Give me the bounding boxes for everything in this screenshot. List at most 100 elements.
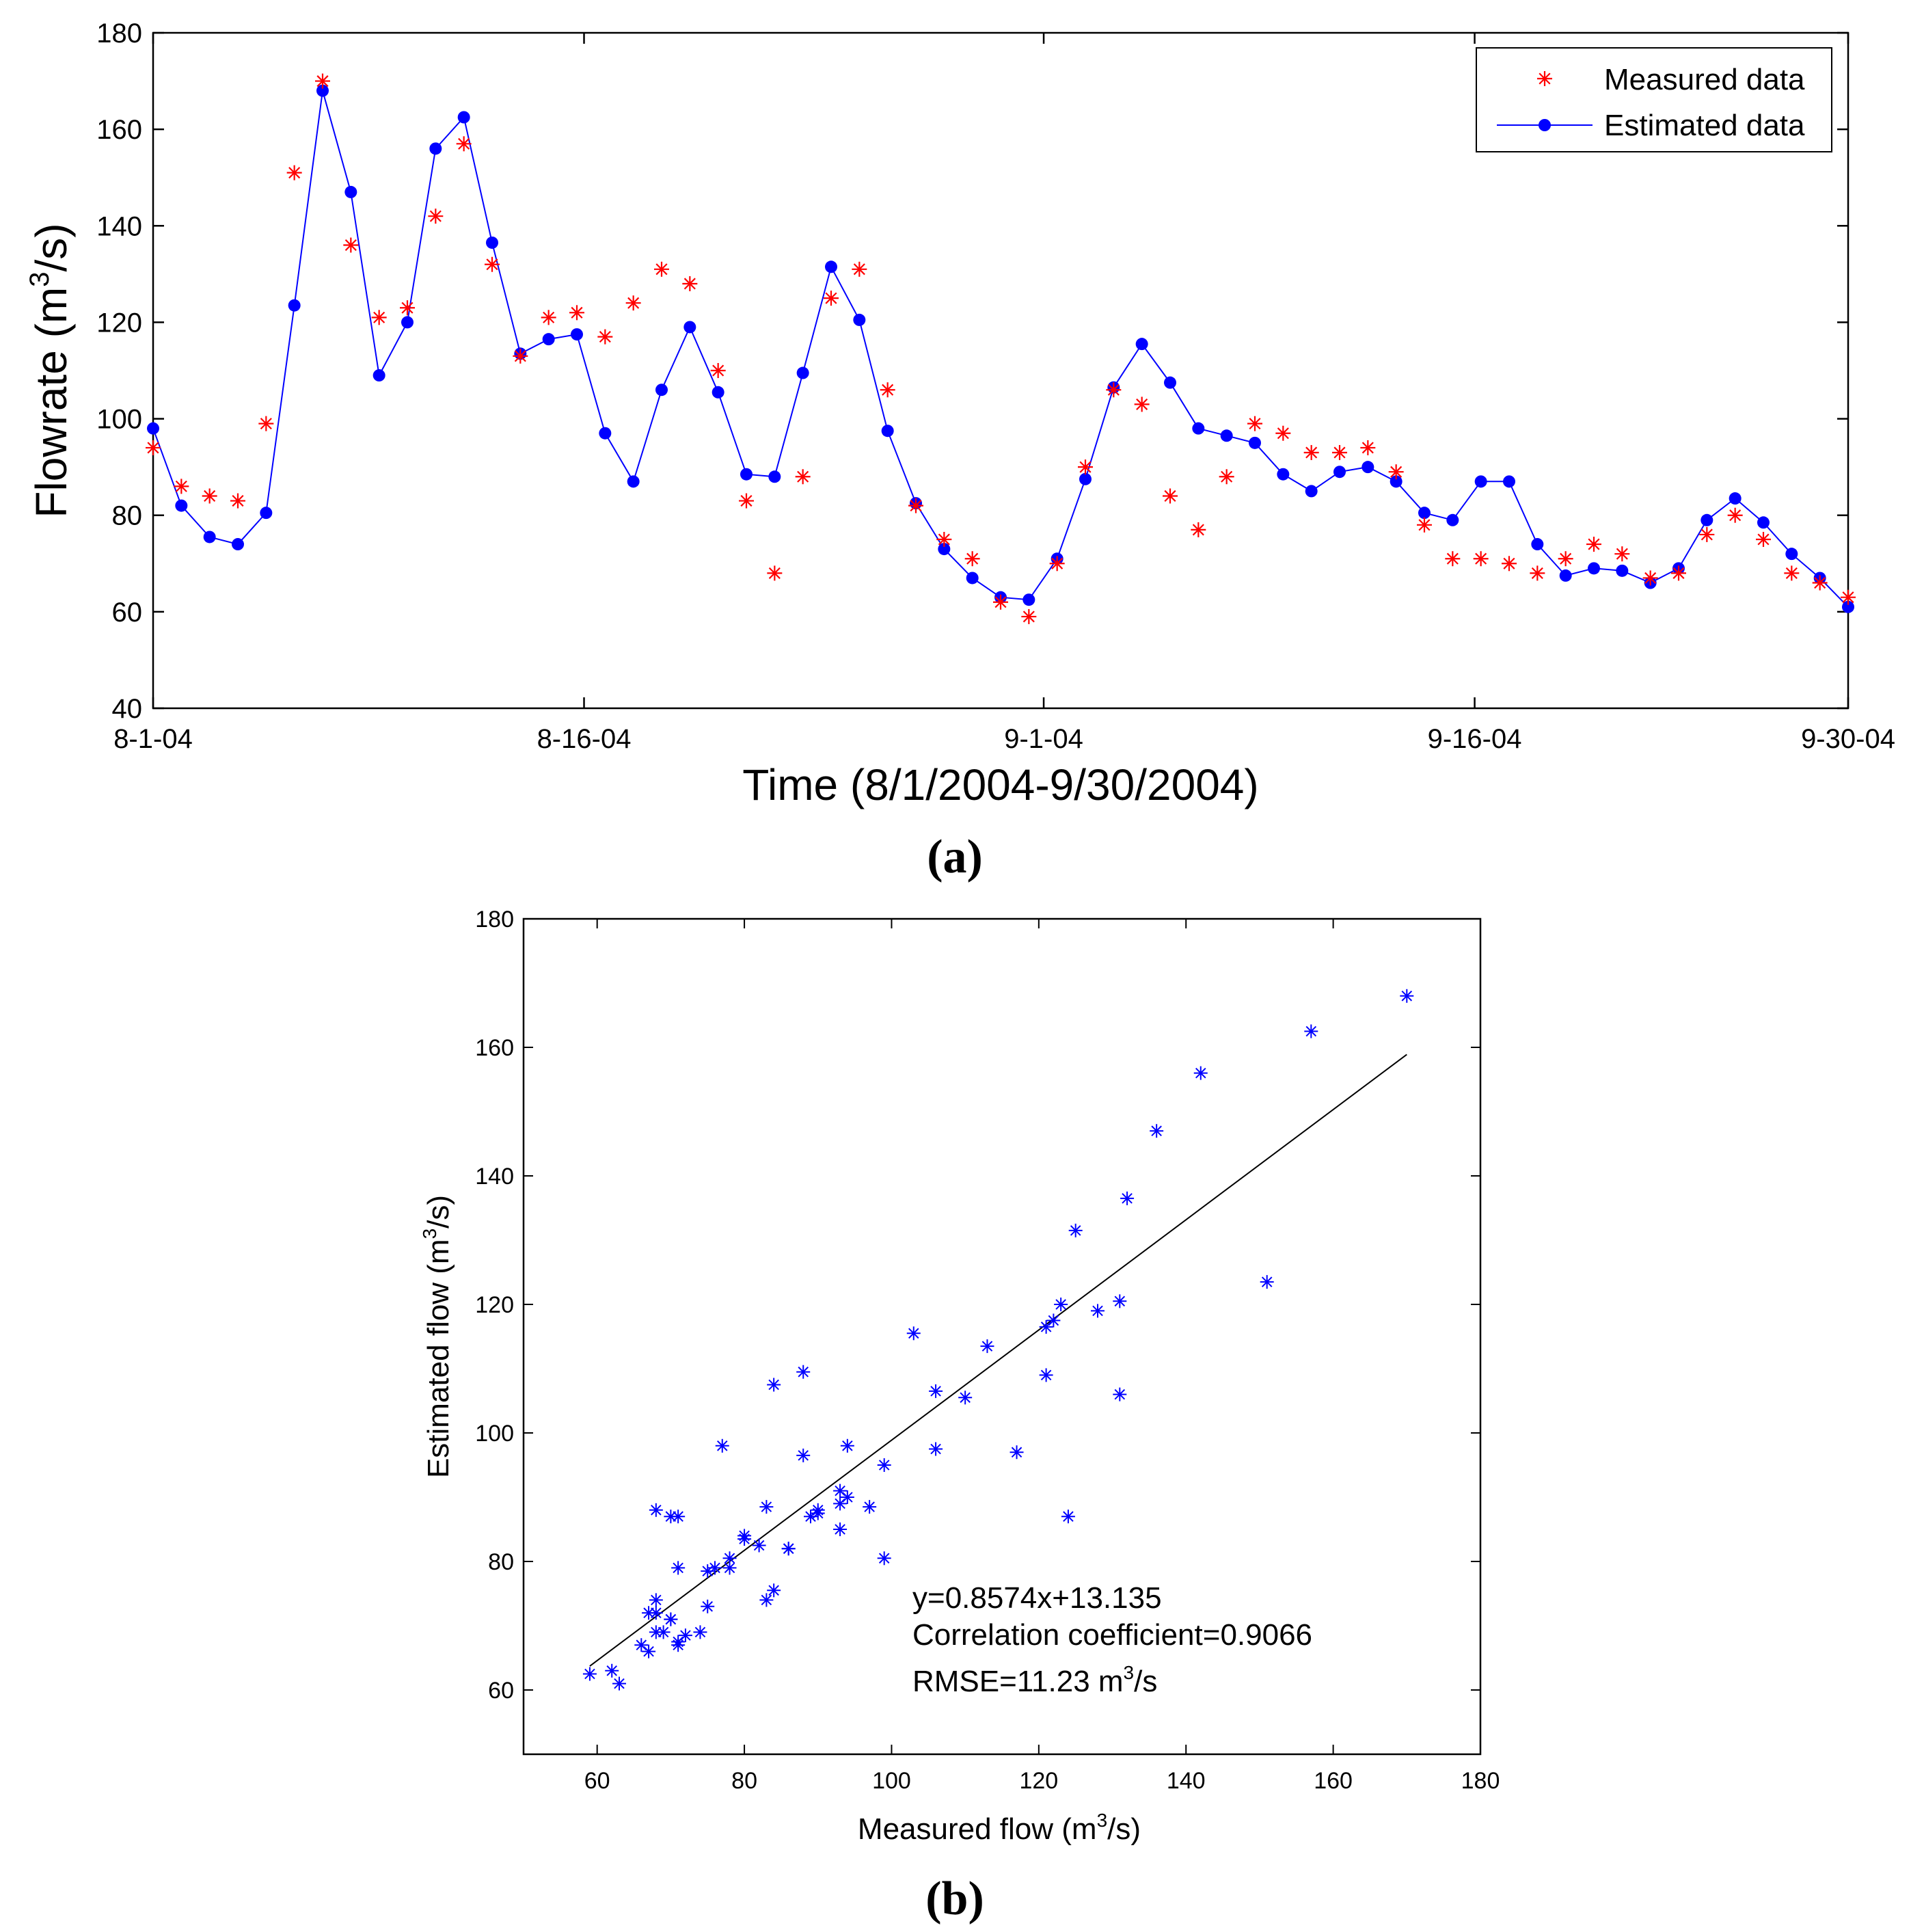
estimated-point — [1249, 436, 1261, 449]
measured-point — [428, 209, 444, 224]
measured-point — [1586, 537, 1601, 552]
chart-b-y-axis-label: Estimated flow (m3/s) — [419, 1195, 455, 1478]
estimated-point — [457, 111, 470, 124]
estimated-point — [542, 333, 555, 346]
estimated-point — [1164, 376, 1176, 389]
chart-b-plot-area — [522, 917, 1482, 1756]
chart-a: 40 60 80 100 120 140 160 180 8-1-04 8-16-04 9-1-0… — [25, 18, 1895, 883]
scatter-point — [656, 1625, 670, 1639]
chart-a-y-axis-label: Flowrate (m3/s) — [25, 223, 76, 518]
scatter-point — [1046, 1313, 1061, 1328]
measured-point — [1727, 507, 1743, 523]
measured-point — [1303, 444, 1319, 460]
measured-point — [1247, 416, 1262, 431]
estimated-point — [1390, 475, 1403, 488]
scatter-point — [642, 1606, 656, 1620]
scatter-point — [929, 1384, 943, 1398]
measured-point — [371, 310, 387, 325]
estimated-point — [853, 313, 866, 326]
estimated-point — [1135, 338, 1148, 351]
scatter-point — [1193, 1066, 1208, 1080]
estimated-point — [401, 316, 414, 329]
measured-point — [1784, 565, 1800, 581]
chart-a-measured-points — [146, 73, 1856, 624]
scatter-point — [906, 1326, 921, 1341]
scatter-point — [1113, 1387, 1127, 1401]
scatter-point — [605, 1663, 619, 1678]
scatter-point — [664, 1612, 678, 1626]
measured-point — [1841, 589, 1856, 605]
scatter-point — [701, 1599, 715, 1613]
x-tick-label: 8-16-04 — [537, 724, 632, 754]
measured-point — [1388, 464, 1404, 480]
x-tick-label: 180 — [1461, 1768, 1500, 1794]
chart-b-y-axis: 60 80 100 120 140 160 180 — [475, 907, 1480, 1704]
measured-point — [315, 73, 330, 89]
estimated-point — [1305, 485, 1318, 498]
x-tick-label: 9-16-04 — [1428, 724, 1522, 754]
x-tick-label: 160 — [1314, 1768, 1353, 1794]
estimated-point — [571, 328, 583, 341]
measured-point — [767, 565, 783, 581]
estimated-point — [1729, 492, 1742, 505]
estimated-point — [260, 507, 273, 520]
scatter-point — [649, 1503, 663, 1517]
scatter-point — [701, 1564, 715, 1579]
estimated-point — [1079, 472, 1092, 485]
x-tick-label: 9-1-04 — [1004, 724, 1083, 754]
y-tick-label: 180 — [96, 18, 142, 49]
measured-point — [880, 382, 895, 398]
legend-measured-marker — [1537, 71, 1552, 86]
estimated-point — [175, 499, 188, 512]
chart-a-legend: Measured data Estimated data — [1476, 47, 1832, 152]
estimated-point — [1192, 422, 1205, 435]
scatter-point — [877, 1458, 891, 1472]
scatter-point — [833, 1484, 848, 1498]
measured-point — [1332, 444, 1347, 460]
chart-b-x-axis: 60 80 100 120 140 160 180 — [584, 919, 1500, 1794]
measured-point — [1360, 440, 1376, 455]
scatter-point — [759, 1593, 774, 1607]
scatter-point — [752, 1538, 766, 1553]
measured-point — [993, 594, 1008, 610]
estimated-point — [796, 366, 809, 379]
measured-point — [1078, 459, 1093, 475]
scatter-point — [1054, 1298, 1068, 1311]
measured-point — [202, 488, 217, 504]
measured-point — [1699, 526, 1715, 542]
measured-point — [1163, 488, 1178, 504]
scatter-point — [1068, 1223, 1083, 1237]
legend-box — [1476, 47, 1832, 152]
estimated-point — [712, 386, 724, 399]
measured-point — [824, 291, 839, 306]
legend-measured-star — [1537, 71, 1552, 86]
measured-point — [1049, 556, 1065, 572]
x-tick-label: 100 — [872, 1768, 911, 1794]
measured-point — [908, 498, 923, 513]
legend-estimated-marker — [1539, 119, 1551, 131]
measured-point — [1473, 551, 1489, 567]
measured-point — [597, 329, 613, 345]
scatter-point — [612, 1676, 626, 1691]
measured-point — [174, 479, 189, 494]
measured-point — [1558, 551, 1573, 567]
estimated-point — [1361, 461, 1374, 474]
estimated-point — [1701, 513, 1713, 526]
scatter-point — [1113, 1294, 1127, 1309]
x-tick-label: 60 — [584, 1768, 610, 1794]
scatter-point — [1010, 1445, 1024, 1460]
measured-point — [964, 551, 980, 567]
scatter-point — [796, 1448, 811, 1462]
measured-point — [1021, 608, 1037, 624]
measured-point — [541, 310, 556, 325]
rmse-value: RMSE=11.23 m3/s — [912, 1662, 1157, 1698]
scatter-point — [863, 1500, 877, 1514]
scatter-point — [634, 1638, 649, 1652]
estimated-point — [938, 543, 951, 556]
estimated-point — [1588, 562, 1600, 575]
estimated-point — [147, 422, 159, 435]
legend-measured-label: Measured data — [1604, 63, 1805, 96]
scatter-point — [1400, 989, 1414, 1003]
estimated-point — [1785, 548, 1798, 561]
